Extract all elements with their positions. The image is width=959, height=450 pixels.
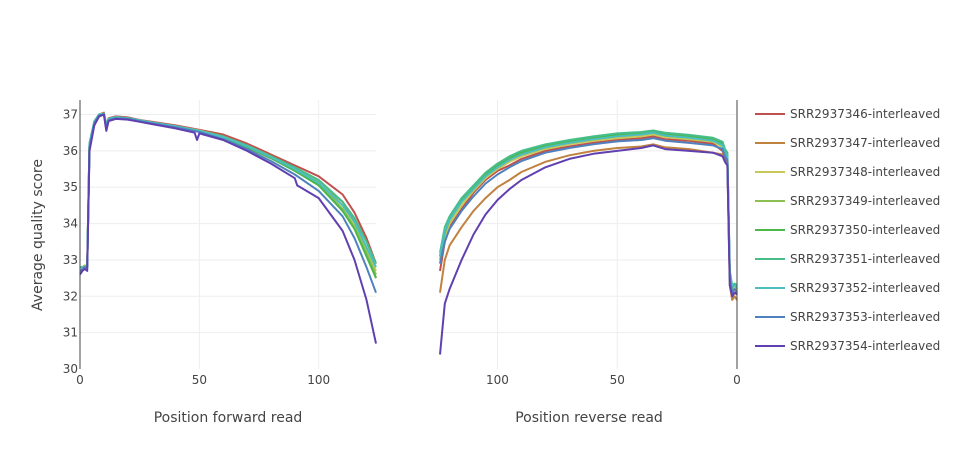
legend-label[interactable]: SRR2937351-interleaved bbox=[790, 252, 940, 266]
legend-label[interactable]: SRR2937349-interleaved bbox=[790, 194, 940, 208]
series-line-reverse-7 bbox=[439, 131, 738, 289]
series-line-forward-9 bbox=[79, 113, 377, 344]
series-line-reverse-9 bbox=[439, 144, 738, 355]
y-tick-label: 34 bbox=[63, 217, 78, 231]
x-tick-label: 100 bbox=[486, 373, 509, 387]
x-axis-title-reverse: Position reverse read bbox=[515, 410, 663, 426]
x-axis-title-forward: Position forward read bbox=[154, 410, 303, 426]
y-tick-label: 31 bbox=[63, 326, 78, 340]
legend-label[interactable]: SRR2937348-interleaved bbox=[790, 165, 940, 179]
y-tick-label: 30 bbox=[63, 362, 78, 376]
y-tick-label: 37 bbox=[63, 108, 78, 122]
series-line-forward-1 bbox=[80, 111, 377, 269]
y-tick-label: 32 bbox=[63, 289, 78, 303]
legend-label[interactable]: SRR2937352-interleaved bbox=[790, 281, 940, 295]
series-line-reverse-3 bbox=[439, 133, 738, 290]
x-tick-label: 50 bbox=[192, 373, 207, 387]
legend-label[interactable]: SRR2937354-interleaved bbox=[790, 339, 940, 353]
legend: SRR2937346-interleaved SRR2937347-interle… bbox=[755, 107, 940, 353]
legend-label[interactable]: SRR2937346-interleaved bbox=[790, 107, 940, 121]
x-tick-label: 0 bbox=[733, 373, 741, 387]
series-line-reverse-2 bbox=[439, 143, 738, 301]
grid-layer bbox=[79, 100, 738, 369]
x-tick-label: 100 bbox=[307, 373, 330, 387]
legend-label[interactable]: SRR2937350-interleaved bbox=[790, 223, 940, 237]
y-axis-title: Average quality score bbox=[30, 159, 46, 311]
x-tick-label: 0 bbox=[76, 373, 84, 387]
legend-label[interactable]: SRR2937353-interleaved bbox=[790, 310, 940, 324]
series-layer bbox=[79, 111, 738, 355]
series-line-reverse-4 bbox=[439, 131, 738, 290]
y-tick-label: 36 bbox=[63, 144, 78, 158]
series-line-reverse-6 bbox=[439, 129, 738, 287]
x-tick-label: 50 bbox=[610, 373, 625, 387]
series-line-reverse-8 bbox=[439, 137, 738, 294]
y-tick-label: 35 bbox=[63, 180, 78, 194]
legend-label[interactable]: SRR2937347-interleaved bbox=[790, 136, 940, 150]
y-tick-label: 33 bbox=[63, 253, 78, 267]
